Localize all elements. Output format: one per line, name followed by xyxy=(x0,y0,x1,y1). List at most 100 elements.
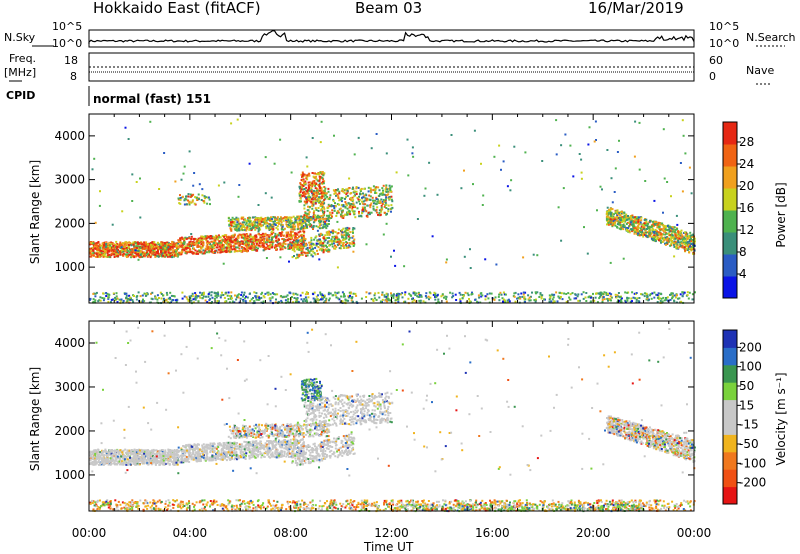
power-cell xyxy=(295,257,297,260)
power-cell xyxy=(298,243,300,246)
power-cell xyxy=(291,230,294,233)
power-cell xyxy=(299,294,302,297)
power-cell xyxy=(302,222,305,225)
power-cell xyxy=(494,296,497,299)
power-cell xyxy=(369,204,372,207)
power-cell xyxy=(312,297,315,300)
power-cell xyxy=(233,238,236,241)
power-cell xyxy=(449,291,452,294)
power-cell xyxy=(293,255,295,257)
power-cell xyxy=(107,297,110,300)
power-cell xyxy=(455,299,458,301)
power-cell xyxy=(316,239,319,242)
power-cell xyxy=(271,236,273,239)
power-cell xyxy=(607,299,609,302)
power-cell xyxy=(156,294,159,297)
power-cell xyxy=(202,241,204,244)
power-cell xyxy=(223,240,226,243)
power-cell xyxy=(159,246,162,249)
power-cell xyxy=(611,221,614,224)
power-cell xyxy=(320,188,323,191)
power-cell xyxy=(265,247,268,250)
power-cell xyxy=(311,182,314,185)
power-cell xyxy=(342,227,345,230)
power-cell xyxy=(316,249,318,252)
power-cell xyxy=(212,242,215,244)
power-cell xyxy=(105,243,108,245)
power-cell xyxy=(610,213,613,215)
power-cell xyxy=(308,194,311,197)
power-cell xyxy=(312,217,315,220)
power-cell xyxy=(133,256,136,259)
power-cell xyxy=(355,186,358,188)
power-cell xyxy=(467,294,470,297)
power-cell xyxy=(663,299,666,302)
power-cell xyxy=(236,246,239,249)
power-cell xyxy=(303,218,305,220)
power-cell xyxy=(163,298,166,301)
power-cell xyxy=(304,174,307,177)
power-cell xyxy=(680,233,683,236)
power-cell xyxy=(227,243,230,246)
power-cell xyxy=(410,294,413,297)
power-cell xyxy=(261,235,264,238)
power-cell xyxy=(637,231,640,234)
power-cell xyxy=(323,172,326,175)
power-cell xyxy=(298,215,301,218)
power-cell xyxy=(324,234,327,237)
power-cell xyxy=(691,298,694,301)
power-cell xyxy=(644,233,647,236)
power-cell xyxy=(657,237,659,240)
power-cell xyxy=(321,217,324,220)
power-cell xyxy=(225,239,228,242)
power-cell xyxy=(249,238,252,241)
power-cell xyxy=(314,207,317,210)
power-cell xyxy=(183,199,186,202)
power-cell xyxy=(148,253,151,256)
power-cell xyxy=(150,251,153,254)
power-cell xyxy=(89,247,92,250)
power-cell xyxy=(197,245,200,248)
power-cell xyxy=(639,230,642,232)
power-cell xyxy=(397,301,400,303)
power-cell xyxy=(200,199,203,201)
power-cell xyxy=(175,245,178,248)
power-cell xyxy=(241,295,244,298)
power-cell xyxy=(229,236,232,239)
power-cell xyxy=(328,240,331,243)
power-cell xyxy=(321,173,324,176)
power-cell xyxy=(679,293,682,296)
power-cell xyxy=(331,209,334,212)
power-cell xyxy=(607,219,610,222)
power-cell xyxy=(381,300,383,303)
power-cell xyxy=(320,186,323,189)
power-cell xyxy=(610,293,613,296)
power-cell xyxy=(180,236,183,239)
power-cell xyxy=(318,227,321,230)
power-cell xyxy=(610,296,613,299)
power-cell xyxy=(312,216,315,219)
power-cell xyxy=(327,240,330,243)
power-cell xyxy=(265,243,268,246)
power-cell xyxy=(266,291,269,294)
power-cell xyxy=(171,243,174,246)
power-cell xyxy=(314,214,317,217)
power-cell xyxy=(259,228,262,231)
power-cell xyxy=(392,293,395,296)
power-cell xyxy=(651,292,654,295)
power-cell xyxy=(147,246,150,249)
power-cell xyxy=(599,292,602,295)
power-cell xyxy=(275,247,277,250)
power-cell xyxy=(619,214,622,217)
power-cell xyxy=(682,246,685,249)
power-cell xyxy=(110,254,113,257)
power-cell xyxy=(130,248,133,251)
power-cell xyxy=(657,231,660,234)
power-cell xyxy=(459,298,462,301)
power-cell xyxy=(333,190,336,193)
power-cell xyxy=(672,242,675,245)
power-cell xyxy=(112,292,115,295)
power-cell xyxy=(382,184,385,187)
power-cell xyxy=(261,218,264,220)
power-cell xyxy=(201,246,204,249)
